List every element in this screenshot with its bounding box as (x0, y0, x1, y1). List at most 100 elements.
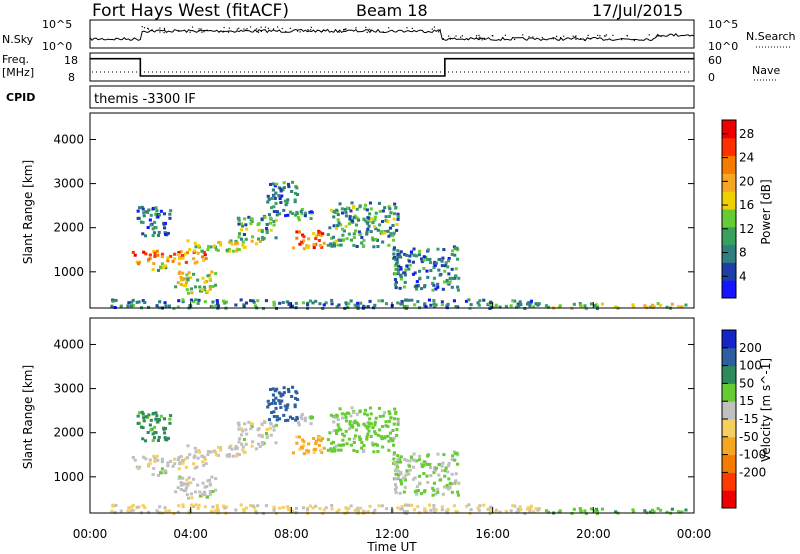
velocity-echo-cell (189, 492, 193, 496)
power-echo-cell (240, 222, 244, 226)
velocity-echo-cell (344, 415, 348, 419)
velocity-echo-cell (446, 470, 450, 474)
power-echo-cell (447, 259, 451, 263)
power-echo-cell (269, 228, 273, 232)
velocity-echo-cell (231, 454, 235, 458)
power-echo-cell (536, 303, 540, 307)
power-echo-cell (314, 234, 318, 238)
velocity-echo-cell (424, 510, 428, 514)
velocity-echo-cell (387, 439, 391, 443)
power-echo-cell (174, 285, 178, 289)
velocity-echo-cell (194, 503, 198, 507)
power-echo-cell (504, 304, 508, 308)
velocity-echo-cell (352, 441, 356, 444)
power-echo-cell (173, 257, 177, 261)
power-echo-cell (176, 253, 180, 257)
power-echo-cell (177, 299, 181, 303)
power-echo-cell (528, 304, 532, 308)
power-echo-cell (235, 247, 239, 251)
velocity-echo-cell (147, 510, 151, 514)
velocity-echo-cell (336, 423, 340, 427)
velocity-echo-cell (329, 413, 333, 417)
power-echo-cell (426, 258, 430, 261)
velocity-echo-cell (180, 459, 184, 462)
nsearch-point (528, 36, 530, 38)
velocity-echo-cell (131, 455, 135, 459)
power-echo-cell (177, 271, 181, 275)
velocity-echo-cell (413, 508, 417, 512)
power-echo-cell (294, 191, 298, 195)
power-echo-cell (362, 217, 366, 221)
power-colorbar-swatch (722, 244, 736, 263)
power-echo-cell (291, 180, 295, 184)
velocity-echo-cell (330, 449, 334, 453)
velocity-colorbar-swatch (722, 419, 736, 438)
power-echo-cell (203, 285, 207, 289)
velocity-echo-cell (411, 465, 415, 469)
velocity-echo-cell (307, 442, 311, 446)
power-echo-cell (403, 252, 407, 256)
power-echo-cell (169, 209, 173, 213)
power-echo-cell (312, 232, 316, 235)
power-echo-cell (678, 305, 682, 309)
power-echo-cell (208, 285, 212, 288)
power-echo-cell (196, 251, 200, 255)
power-echo-cell (335, 305, 339, 309)
power-echo-cell (300, 208, 304, 211)
power-echo-cell (272, 210, 276, 213)
velocity-echo-cell (297, 423, 301, 427)
velocity-echo-cell (355, 412, 359, 416)
power-echo-cell (363, 203, 367, 207)
power-echo-cell (181, 298, 185, 302)
power-echo-cell (209, 245, 213, 249)
velocity-echo-cell (413, 476, 417, 480)
velocity-echo-cell (477, 508, 481, 512)
power-echo-cell (389, 232, 393, 236)
power-echo-cell (355, 216, 359, 220)
nsearch-point (604, 35, 606, 37)
velocity-echo-cell (334, 444, 338, 448)
power-echo-cell (318, 230, 322, 234)
velocity-echo-cell (650, 508, 654, 512)
velocity-echo-cell (185, 456, 189, 460)
power-echo-cell (376, 228, 380, 232)
velocity-echo-cell (374, 442, 378, 446)
velocity-echo-cell (249, 427, 253, 431)
velocity-echo-cell (208, 478, 212, 482)
velocity-echo-cell (376, 450, 380, 453)
velocity-echo-cell (311, 506, 315, 510)
velocity-echo-cell (294, 506, 298, 510)
nsearch-point (478, 37, 480, 39)
velocity-echo-cell (283, 404, 287, 408)
velocity-echo-cell (356, 506, 360, 510)
power-echo-cell (450, 285, 454, 289)
velocity-echo-cell (288, 415, 292, 419)
power-echo-cell (160, 252, 164, 256)
velocity-echo-cell (296, 421, 300, 425)
nsearch-point (147, 28, 150, 30)
power-echo-cell (164, 232, 168, 236)
power-echo-cell (196, 278, 200, 282)
power-echo-cell (384, 215, 388, 219)
power-echo-cell (297, 218, 301, 222)
velocity-echo-cell (230, 447, 234, 451)
velocity-echo-cell (391, 429, 395, 432)
power-echo-cell (377, 299, 381, 303)
nsearch-point (200, 28, 202, 30)
power-echo-cell (347, 232, 351, 236)
velocity-echo-cell (396, 476, 400, 480)
velocity-echo-cell (422, 460, 426, 464)
power-echo-cell (298, 242, 302, 246)
power-echo-cell (372, 245, 376, 249)
power-echo-cell (274, 218, 278, 222)
velocity-echo-cell (384, 424, 388, 428)
velocity-echo-cell (257, 442, 261, 446)
velocity-echo-cell (162, 417, 166, 421)
velocity-echo-cell (397, 473, 401, 477)
velocity-echo-cell (168, 421, 172, 425)
power-echo-cell (357, 230, 361, 234)
velocity-echo-cell (402, 510, 406, 514)
power-echo-cell (387, 214, 391, 218)
nsearch-point (243, 28, 245, 30)
